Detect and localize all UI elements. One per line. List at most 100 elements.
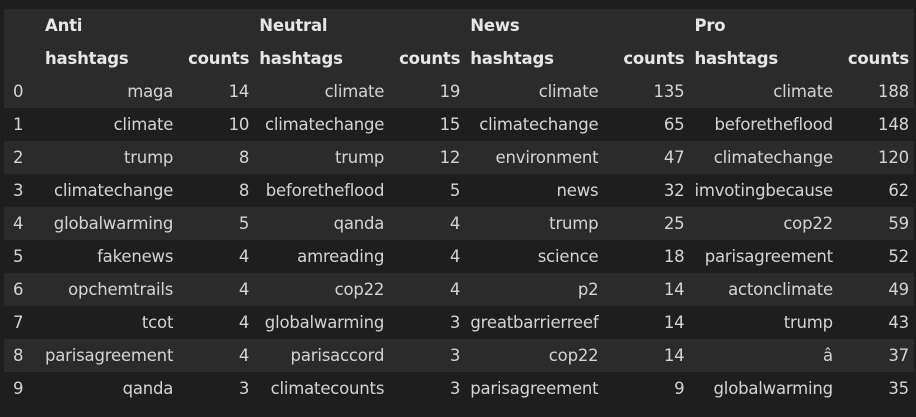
table-row: 7 tcot 4 globalwarming 3 greatbarrierreef 14 tr… <box>4 306 914 339</box>
news-count-cell: 47 <box>663 148 685 167</box>
anti-count-cell: 4 <box>238 247 250 266</box>
news-hashtag-cell: trump <box>549 214 599 233</box>
row-index: 3 <box>13 181 24 200</box>
neutral-hashtag-cell: amreading <box>297 247 385 266</box>
table-row: 9 qanda 3 climatecounts 3 parisagreement 9 glob… <box>4 372 914 405</box>
anti-count-cell: 5 <box>238 214 250 233</box>
anti-hashtag-cell: fakenews <box>97 247 174 266</box>
news-hashtag-cell: cop22 <box>548 346 599 365</box>
anti-count-cell: 3 <box>238 379 250 398</box>
row-index: 1 <box>13 115 24 134</box>
row-index: 8 <box>13 346 24 365</box>
neutral-hashtag-cell: trump <box>334 148 385 167</box>
pro-hashtag-cell: globalwarming <box>713 379 834 398</box>
neutral-hashtag-cell: climatecounts <box>270 379 385 398</box>
news-count-cell: 18 <box>663 247 685 266</box>
anti-count-cell: 8 <box>238 148 250 167</box>
pro-count-cell: 35 <box>888 379 909 398</box>
table-row: 3 climatechange 8 beforetheflood 5 news 32 imvo… <box>4 174 914 207</box>
pro-hashtag-cell: beforetheflood <box>714 115 834 134</box>
column-header-counts: counts <box>188 49 250 68</box>
row-index: 4 <box>13 214 24 233</box>
pro-count-cell: 120 <box>878 148 909 167</box>
pro-count-cell: 37 <box>888 346 909 365</box>
news-hashtag-cell: climatechange <box>479 115 599 134</box>
group-header-row: Anti Neutral News Pro <box>4 9 914 42</box>
news-hashtag-cell: science <box>537 247 599 266</box>
anti-hashtag-cell: parisagreement <box>45 346 174 365</box>
anti-count-cell: 4 <box>238 280 250 299</box>
index-header-corner <box>4 42 40 75</box>
news-hashtag-cell: news <box>556 181 599 200</box>
table-row: 1 climate 10 climatechange 15 climatechange 65… <box>4 108 914 141</box>
column-header-counts: counts <box>399 49 461 68</box>
neutral-count-cell: 12 <box>439 148 461 167</box>
news-count-cell: 14 <box>663 346 685 365</box>
hashtag-counts-table: Anti Neutral News Pro hashtags counts ha… <box>4 9 914 405</box>
group-header-pro: Pro <box>694 16 726 35</box>
table-row: 5 fakenews 4 amreading 4 science 18 parisagreem… <box>4 240 914 273</box>
column-header-hashtags: hashtags <box>259 49 343 68</box>
neutral-hashtag-cell: parisaccord <box>290 346 385 365</box>
neutral-hashtag-cell: beforetheflood <box>265 181 385 200</box>
news-hashtag-cell: environment <box>495 148 599 167</box>
anti-count-cell: 14 <box>228 82 250 101</box>
pro-hashtag-cell: cop22 <box>783 214 833 233</box>
pro-hashtag-cell: climate <box>773 82 833 101</box>
neutral-count-cell: 4 <box>449 280 461 299</box>
pro-hashtag-cell: trump <box>783 313 833 332</box>
row-index: 7 <box>13 313 24 332</box>
column-header-hashtags: hashtags <box>45 49 129 68</box>
neutral-hashtag-cell: globalwarming <box>264 313 385 332</box>
column-header-hashtags: hashtags <box>694 49 778 68</box>
row-index: 5 <box>13 247 24 266</box>
pro-hashtag-cell: parisagreement <box>704 247 833 266</box>
table-row: 2 trump 8 trump 12 environment 47 climatechange… <box>4 141 914 174</box>
news-count-cell: 32 <box>663 181 685 200</box>
dataframe-output: Anti Neutral News Pro hashtags counts ha… <box>4 9 914 405</box>
index-header-corner <box>4 9 40 42</box>
neutral-hashtag-cell: qanda <box>333 214 385 233</box>
pro-count-cell: 49 <box>888 280 909 299</box>
row-index: 6 <box>13 280 24 299</box>
anti-count-cell: 10 <box>228 115 250 134</box>
pro-count-cell: 52 <box>888 247 909 266</box>
neutral-hashtag-cell: climate <box>324 82 385 101</box>
news-hashtag-cell: p2 <box>577 280 599 299</box>
neutral-count-cell: 3 <box>449 346 461 365</box>
row-index: 9 <box>13 379 24 398</box>
news-count-cell: 14 <box>663 313 685 332</box>
anti-hashtag-cell: tcot <box>141 313 174 332</box>
group-header-anti: Anti <box>45 16 83 35</box>
neutral-hashtag-cell: cop22 <box>334 280 385 299</box>
group-header-news: News <box>470 16 520 35</box>
pro-hashtag-cell: imvotingbecause <box>694 181 833 200</box>
anti-hashtag-cell: qanda <box>122 379 174 398</box>
column-header-row: hashtags counts hashtags counts hashtags… <box>4 42 914 75</box>
column-header-counts: counts <box>623 49 685 68</box>
neutral-count-cell: 4 <box>449 247 461 266</box>
news-count-cell: 135 <box>653 82 685 101</box>
table-row: 8 parisagreement 4 parisaccord 3 cop22 14 â 37 <box>4 339 914 372</box>
row-index: 0 <box>13 82 24 101</box>
neutral-count-cell: 19 <box>439 82 461 101</box>
table-row: 0 maga 14 climate 19 climate 135 climate 188 <box>4 75 914 108</box>
news-count-cell: 25 <box>663 214 685 233</box>
anti-hashtag-cell: globalwarming <box>53 214 174 233</box>
table-row: 6 opchemtrails 4 cop22 4 p2 14 actonclimate 49 <box>4 273 914 306</box>
table-body: 0 maga 14 climate 19 climate 135 climate 188 1 cli… <box>4 75 914 405</box>
news-count-cell: 9 <box>674 379 685 398</box>
anti-count-cell: 4 <box>238 313 250 332</box>
pro-count-cell: 188 <box>878 82 909 101</box>
column-header-hashtags: hashtags <box>470 49 554 68</box>
anti-hashtag-cell: maga <box>127 82 174 101</box>
neutral-count-cell: 15 <box>439 115 461 134</box>
neutral-count-cell: 4 <box>449 214 461 233</box>
row-index: 2 <box>13 148 24 167</box>
neutral-count-cell: 3 <box>449 379 461 398</box>
neutral-count-cell: 3 <box>449 313 461 332</box>
news-count-cell: 14 <box>663 280 685 299</box>
table-row: 4 globalwarming 5 qanda 4 trump 25 cop22 59 <box>4 207 914 240</box>
anti-count-cell: 8 <box>238 181 250 200</box>
pro-count-cell: 59 <box>888 214 909 233</box>
